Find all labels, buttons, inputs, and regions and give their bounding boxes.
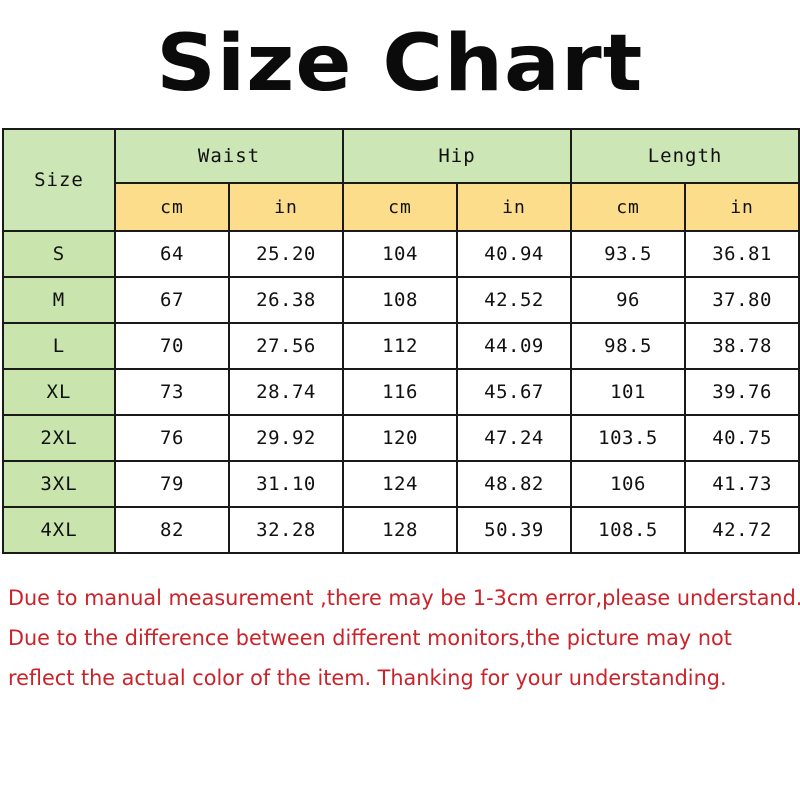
cell-waist-in: 26.38 (227, 276, 345, 324)
header-group-waist: Waist (113, 128, 345, 184)
cell-hip-in: 47.24 (456, 414, 573, 462)
cell-waist-in: 28.74 (227, 368, 345, 416)
cell-waist-cm: 73 (114, 368, 230, 416)
cell-hip-in: 48.82 (456, 460, 573, 508)
cell-waist-in: 25.20 (227, 230, 345, 278)
cell-length-in: 40.75 (684, 414, 800, 462)
header-unit-hip-in: in (456, 182, 573, 232)
page-title-banner: Size Chart (0, 0, 800, 128)
cell-hip-cm: 120 (342, 414, 459, 462)
table-head: Size Waist Hip Length cm in cm in cm in (2, 128, 800, 232)
cell-size: S (2, 230, 116, 278)
header-unit-length-cm: cm (570, 182, 687, 232)
cell-hip-cm: 104 (342, 230, 459, 278)
cell-waist-cm: 64 (114, 230, 230, 278)
disclaimer-line-color: Due to the difference between different … (8, 626, 732, 690)
header-unit-waist-in: in (227, 182, 345, 232)
cell-length-in: 38.78 (684, 322, 800, 370)
cell-waist-cm: 76 (114, 414, 230, 462)
cell-hip-cm: 116 (342, 368, 459, 416)
cell-hip-in: 45.67 (456, 368, 573, 416)
table-row: XL 73 28.74 116 45.67 101 39.76 (2, 368, 800, 416)
size-chart-table: Size Waist Hip Length cm in cm in cm in … (2, 128, 800, 554)
cell-waist-cm: 67 (114, 276, 230, 324)
table-row: L 70 27.56 112 44.09 98.5 38.78 (2, 322, 800, 370)
cell-hip-cm: 124 (342, 460, 459, 508)
header-unit-waist-cm: cm (114, 182, 230, 232)
header-unit-row: cm in cm in cm in (3, 182, 800, 232)
cell-size: 3XL (2, 460, 116, 508)
cell-size: 4XL (2, 506, 116, 554)
cell-hip-in: 44.09 (456, 322, 573, 370)
cell-waist-in: 32.28 (227, 506, 345, 554)
cell-length-cm: 108.5 (570, 506, 687, 554)
cell-hip-in: 50.39 (456, 506, 573, 554)
table-row: M 67 26.38 108 42.52 96 37.80 (2, 276, 800, 324)
cell-waist-cm: 79 (114, 460, 230, 508)
disclaimer-block: Due to manual measurement ,there may be … (0, 578, 800, 698)
cell-length-cm: 101 (570, 368, 687, 416)
cell-length-in: 37.80 (684, 276, 800, 324)
size-chart-table-wrapper: Size Waist Hip Length cm in cm in cm in … (2, 128, 800, 554)
cell-length-cm: 106 (570, 460, 687, 508)
cell-waist-cm: 82 (114, 506, 230, 554)
table-row: 3XL 79 31.10 124 48.82 106 41.73 (2, 460, 800, 508)
cell-waist-cm: 70 (114, 322, 230, 370)
cell-length-in: 41.73 (684, 460, 800, 508)
header-size: Size (2, 128, 116, 232)
cell-hip-cm: 128 (342, 506, 459, 554)
header-group-hip: Hip (342, 128, 573, 184)
cell-size: 2XL (2, 414, 116, 462)
page-title: Size Chart (156, 19, 644, 109)
disclaimer-line-measurement: Due to manual measurement ,there may be … (8, 586, 800, 610)
cell-length-in: 39.76 (684, 368, 800, 416)
cell-waist-in: 31.10 (227, 460, 345, 508)
cell-size: M (2, 276, 116, 324)
header-unit-hip-cm: cm (342, 182, 459, 232)
header-group-row: Size Waist Hip Length (2, 128, 800, 232)
cell-size: L (2, 322, 116, 370)
cell-length-cm: 98.5 (570, 322, 687, 370)
table-row: S 64 25.20 104 40.94 93.5 36.81 (2, 230, 800, 278)
cell-length-cm: 103.5 (570, 414, 687, 462)
cell-size: XL (2, 368, 116, 416)
cell-length-in: 36.81 (684, 230, 800, 278)
cell-hip-cm: 108 (342, 276, 459, 324)
cell-waist-in: 29.92 (227, 414, 345, 462)
table-body: S 64 25.20 104 40.94 93.5 36.81 M 67 26.… (2, 230, 800, 554)
cell-length-in: 42.72 (684, 506, 800, 554)
cell-waist-in: 27.56 (227, 322, 345, 370)
cell-hip-cm: 112 (342, 322, 459, 370)
cell-length-cm: 96 (570, 276, 687, 324)
cell-hip-in: 42.52 (456, 276, 573, 324)
table-row: 4XL 82 32.28 128 50.39 108.5 42.72 (2, 506, 800, 554)
cell-hip-in: 40.94 (456, 230, 573, 278)
table-row: 2XL 76 29.92 120 47.24 103.5 40.75 (2, 414, 800, 462)
header-group-length: Length (570, 128, 800, 184)
header-unit-length-in: in (684, 182, 800, 232)
cell-length-cm: 93.5 (570, 230, 687, 278)
